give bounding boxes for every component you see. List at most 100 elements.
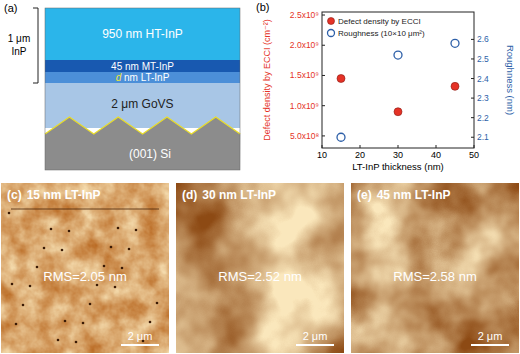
x-tick [436,145,437,148]
defect-dot [15,323,18,326]
defect-dot [61,249,64,252]
layer-label: 950 nm HT-InP [102,27,183,41]
scale-bar-label: 2 μm [478,330,503,342]
layer-label: (001) Si [129,147,171,161]
y2-tick [471,39,474,40]
defect-dot [11,283,14,286]
y2-axis-label: Roughness (nm) [505,45,516,115]
afm-title-text: 45 nm LT-InP [377,188,451,202]
legend-label: Roughness (10×10 μm²) [338,29,425,38]
defect-dot [135,229,138,232]
y-tick [322,15,325,16]
panel-a: (a)950 nm HT-InP45 nm MT-InPd nm LT-InP2… [4,2,240,170]
y-tick [322,75,325,76]
point [337,74,345,82]
y2-tick-label: 2.3 [477,93,489,103]
scale-bar [296,344,334,346]
x-tick-label: 10 [317,150,327,160]
afm-base [351,183,519,353]
figure: (a)950 nm HT-InP45 nm MT-InPd nm LT-InP2… [0,0,520,354]
scale-bar [121,344,159,346]
y-tick [322,45,325,46]
y2-tick [471,78,474,79]
rms-label: RMS=2.58 nm [393,269,476,284]
defect-dot [43,247,46,250]
legend-label: Defect density by ECCI [338,17,421,26]
afm-texture [176,183,344,353]
rms-label: RMS=2.52 nm [218,269,301,284]
x-tick-label: 40 [431,150,441,160]
y2-tick [471,117,474,118]
rms-label: RMS=2.05 nm [43,269,126,284]
layer-label-rest: nm LT-InP [121,72,169,83]
defect-dot [50,228,53,231]
layer-label: 2 μm GoVS [111,97,173,111]
afm-base [176,183,344,353]
afm-title-text: 15 nm LT-InP [27,188,101,202]
defect-dot [82,322,85,325]
y2-tick-label: 2.4 [477,74,489,84]
defect-dot [110,246,113,249]
y2-tick-label: 2.5 [477,54,489,64]
defect-dot [8,212,11,215]
panel-label: (e) [357,188,372,202]
y2-tick [471,58,474,59]
layer [45,72,240,83]
panel-label: (d) [182,188,197,202]
defect-dot [22,304,25,307]
defect-dot [103,265,106,268]
afm-title: (d) 30 nm LT-InP [182,188,276,202]
defect-dot [68,230,71,233]
y-axis-label: Defect density by ECCI (cm⁻²) [262,19,272,140]
point [451,82,459,90]
defect-dot [89,303,92,306]
point [451,39,459,47]
y-tick [322,105,325,106]
y-tick-label: 2.5x10⁹ [290,10,320,20]
scale-bar-label: 2 μm [128,330,153,342]
x-tick [360,145,361,148]
y2-tick [471,98,474,99]
scale-bar-label: 2 μm [303,330,328,342]
point [394,108,402,116]
layer-label: d nm LT-InP [116,72,170,83]
legend-marker [328,30,335,37]
panel-b: (b)1020304050LT-InP thickness (nm)5.0x10… [256,1,516,172]
afm-title-text: 30 nm LT-InP [202,188,276,202]
y2-tick [471,137,474,138]
bracket-label: InP [11,46,26,57]
bracket [33,8,38,83]
afm-image [351,183,519,353]
afm-texture [1,183,169,353]
plot-frame [322,12,474,148]
y2-tick-label: 2.1 [477,132,489,142]
point [394,51,402,59]
y-tick-label: 5.0x10⁸ [290,131,320,141]
bracket-label: 1 μm [8,33,30,44]
v-groove [45,117,240,134]
point [337,133,345,141]
afm-texture [351,183,519,353]
x-tick [398,145,399,148]
afm-panel: (c)15 nm LT-InP RMS=2.05 nm 2 μm [1,183,169,353]
afm-title: (c)15 nm LT-InP [7,188,100,202]
y2-tick-label: 2.2 [477,113,489,123]
panel-label: (a) [4,2,17,14]
defect-dot [64,320,67,323]
afm-panel: (e) 45 nm LT-InP RMS=2.58 nm 2 μm [351,183,519,353]
defect-dot [57,339,60,342]
defect-dot [75,341,78,344]
afm-panel: (d) 30 nm LT-InP RMS=2.52 nm 2 μm [176,183,344,353]
defect-dot [128,248,131,251]
afm-base [1,183,169,353]
defect-dot [29,285,32,288]
defect-dot [117,227,120,230]
y-tick [322,135,325,136]
x-tick-label: 50 [469,150,479,160]
y-tick-label: 1.5x10⁹ [290,70,320,80]
defect-dot [149,321,152,324]
legend-marker [328,18,335,25]
defect-dot [114,286,117,289]
defect-dot [36,266,39,269]
defect-dot [96,284,99,287]
